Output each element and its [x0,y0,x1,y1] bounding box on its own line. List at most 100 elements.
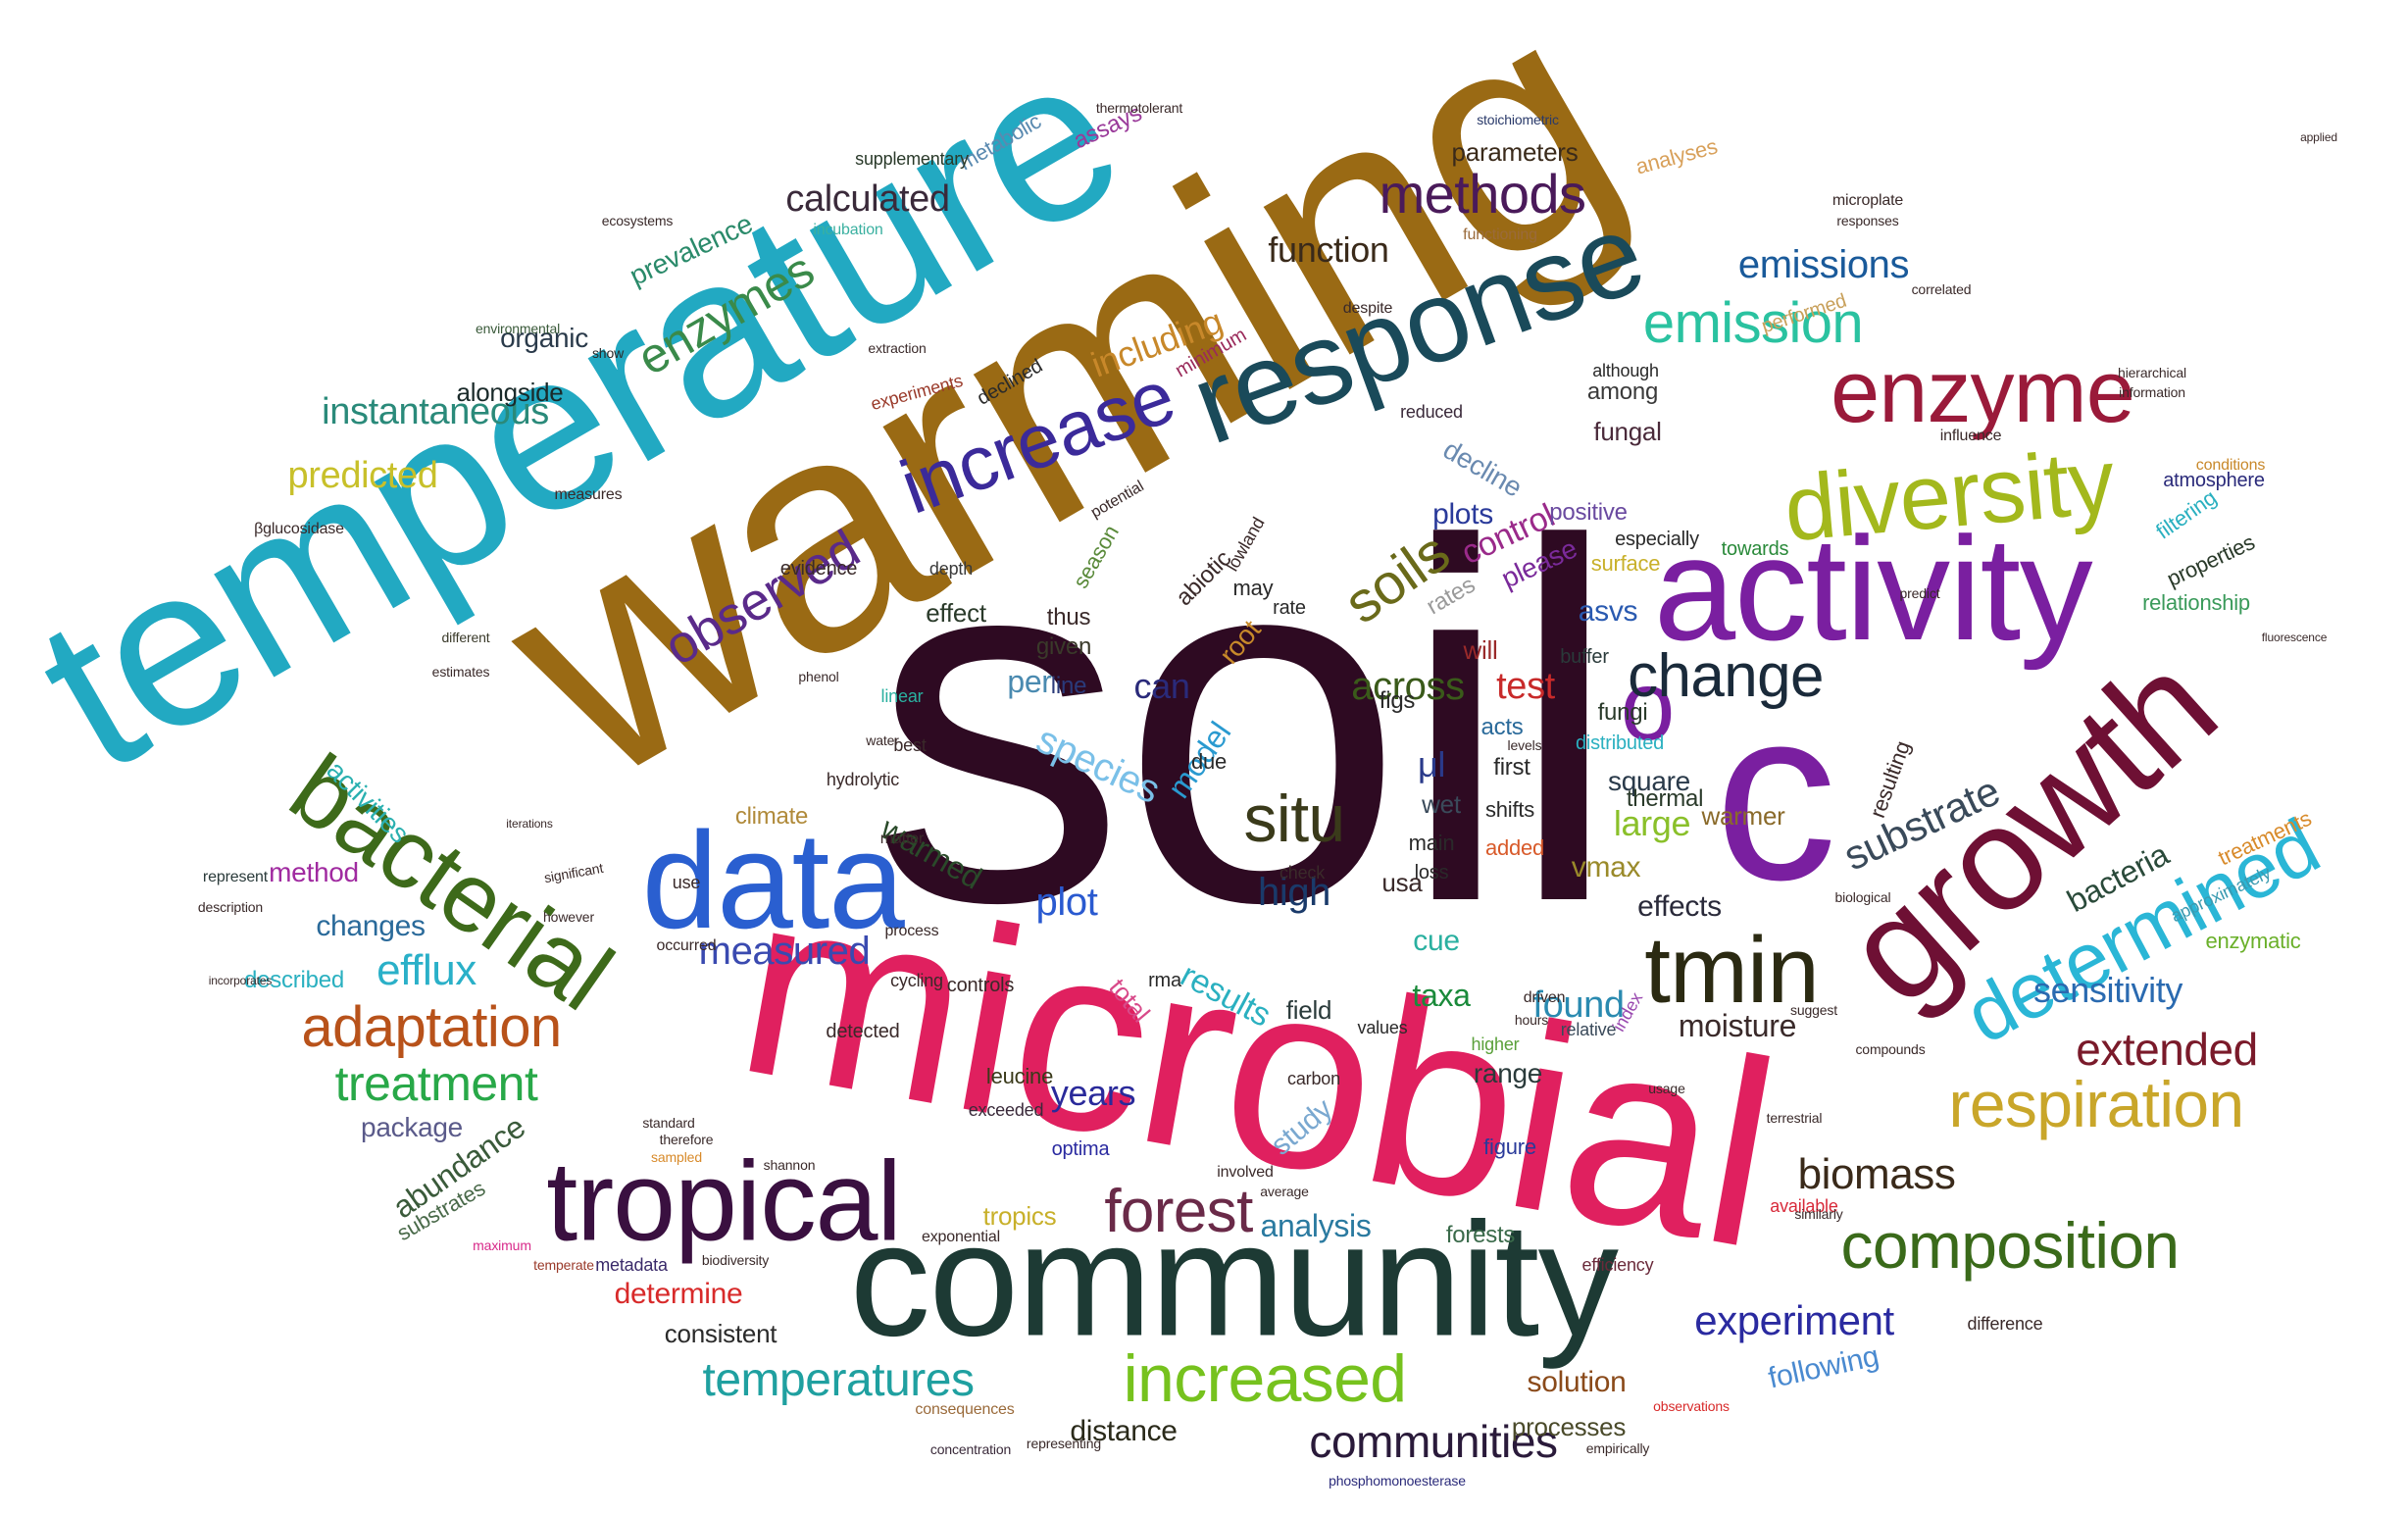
word-range: range [1473,1058,1543,1088]
word-towards: towards [1721,538,1789,560]
word-methods: methods [1379,163,1586,225]
word-change: change [1628,642,1824,710]
word-situ: situ [1243,782,1345,856]
word-high: high [1257,871,1331,914]
word-use: use [672,873,701,892]
word-asvs: asvs [1578,595,1638,628]
word-depth: depth [928,559,974,579]
word-forest: forest [1104,1178,1253,1245]
word-biodiversity: biodiversity [701,1252,770,1268]
word-treatment: treatment [334,1056,538,1111]
word-similarly: similarly [1794,1206,1843,1222]
word-occurred: occurred [656,937,717,954]
word-distance: distance [1070,1415,1178,1447]
word-concentration: concentration [929,1441,1012,1457]
word-cue: cue [1413,925,1460,957]
word-function: function [1268,229,1389,270]
word-conditions: conditions [2195,457,2266,474]
word-matter: matter [879,831,925,847]
word-phenol: phenol [798,669,839,684]
word-efflux: efflux [376,946,477,994]
word-average: average [1260,1184,1309,1199]
word-process: process [884,923,939,939]
word-emissions: emissions [1737,243,1910,286]
word-observations: observations [1653,1398,1730,1414]
word-square: square [1608,766,1690,796]
word-warmer: warmer [1701,801,1785,831]
word-difference: difference [1967,1314,2043,1334]
word-taxa: taxa [1412,978,1471,1013]
word-emission: emission [1642,291,1864,355]
word-relative: relative [1560,1020,1617,1039]
word-determine: determine [614,1278,743,1310]
word-atmosphere: atmosphere [2163,470,2265,491]
word-involved: involved [1217,1164,1274,1181]
word-composition: composition [1840,1209,2181,1282]
word-extended: extended [2076,1024,2258,1075]
word-tmin: tmin [1644,918,1819,1023]
word-experiment: experiment [1694,1297,1894,1343]
word-community: community [849,1188,1619,1370]
word-consistent: consistent [664,1319,778,1348]
word-estimates: estimates [431,664,490,680]
word-among: among [1586,378,1659,405]
word-parameters: parameters [1451,137,1579,167]
word-climate: climate [734,803,809,830]
word-given: given [1035,633,1092,660]
word-thermotolerant: thermotolerant [1095,100,1183,116]
word-line: line [1050,673,1087,699]
word-main: main [1408,831,1455,855]
word-check: check [1279,863,1326,883]
word-acts: acts [1480,714,1524,740]
word-standard: standard [642,1115,695,1131]
word-detected: detected [826,1021,900,1042]
word-optima: optima [1051,1138,1110,1160]
word-found: found [1532,984,1625,1026]
word-microplate: microplate [1831,192,1904,209]
word-following: following [1765,1339,1882,1395]
word-cycling: cycling [890,971,943,990]
word-exceeded: exceeded [968,1100,1044,1120]
word-incubation: incubation [813,222,883,238]
word-distributed: distributed [1575,732,1665,754]
word-across: across [1351,665,1465,708]
word-years: years [1050,1073,1136,1113]
word-enzymatic: enzymatic [2205,929,2301,953]
word-will: will [1463,635,1498,665]
word-extraction: extraction [868,340,927,356]
word-temperate: temperate [533,1257,594,1273]
word-analyses: analyses [1632,133,1721,179]
word-usa: usa [1381,868,1423,897]
word-despite: despite [1342,300,1393,317]
word-rma: rma [1148,970,1181,991]
word-values: values [1357,1018,1408,1037]
word-predicted: predicted [287,455,438,496]
word-different: different [441,630,490,645]
word-empirically: empirically [1585,1440,1650,1456]
word-filtering: filtering [2151,484,2222,544]
word-field: field [1285,995,1332,1025]
word-predict: predict [1899,585,1940,601]
word-applied: applied [2300,130,2337,144]
word-carbon: carbon [1287,1069,1340,1088]
word-hours: hours [1514,1012,1549,1028]
word-hierarchical: hierarchical [2118,365,2186,380]
word-surface: surface [1590,551,1661,576]
word-activity: activity [1653,506,2093,671]
word-influence: influence [1939,428,2002,444]
word-method: method [269,857,359,887]
word-first: first [1493,754,1530,781]
word-ecosystems: ecosystems [601,213,674,228]
word-fungal: fungal [1593,417,1662,446]
word-properties: properties [2163,530,2259,592]
word-incorporates: incorporates [208,974,273,987]
word-forests: forests [1445,1222,1516,1248]
word-loss: loss [1414,862,1449,883]
word-fluorescence: fluorescence [2261,631,2328,644]
word-relationship: relationship [2142,590,2250,615]
word-reduced: reduced [1400,402,1463,422]
word-especially: especially [1615,529,1699,550]
word-communities: communities [1309,1416,1558,1467]
word-thus: thus [1046,604,1091,631]
word-vmax: vmax [1571,851,1641,883]
